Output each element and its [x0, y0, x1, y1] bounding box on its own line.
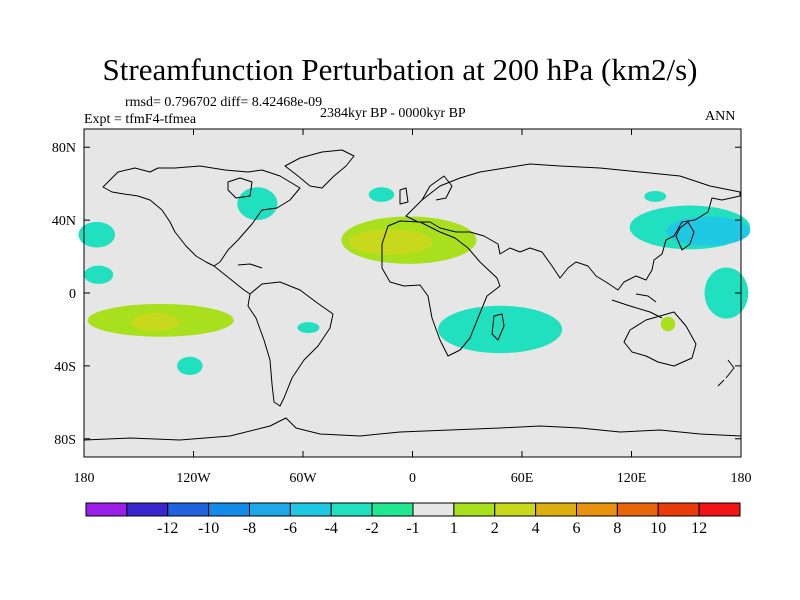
colorbar-bin: [616, 502, 659, 517]
colorbar-label: 10: [650, 520, 666, 537]
anomaly-region-south-pacific-small: [177, 356, 203, 375]
colorbar-bin: [126, 502, 169, 517]
lon-tick-label: 60E: [511, 471, 534, 486]
coastline-hudson-bay: [227, 177, 253, 199]
colorbar-label: -4: [325, 520, 338, 537]
coastline-australia: [623, 311, 697, 367]
colorbar-bin: [576, 502, 618, 517]
anomaly-region-south-pacific-inner: [131, 313, 179, 332]
anomaly-region-japan-small: [644, 190, 667, 202]
colorbar-bin: [167, 502, 210, 517]
coastlines: [83, 149, 742, 441]
anomaly-region-australia: [660, 316, 676, 332]
colorbar-label: -6: [284, 520, 297, 537]
colorbar-bin: [208, 502, 250, 517]
colorbar-label: 2: [491, 520, 499, 537]
lat-tick-label: 0: [69, 287, 76, 302]
anomaly-region-sahara-inner: [348, 229, 433, 255]
plot-title: Streamfunction Perturbation at 200 hPa (…: [102, 52, 698, 87]
colorbar-label: 4: [532, 520, 540, 537]
coastline-britain: [399, 187, 409, 205]
anomaly-region-north-pacific-east: [78, 221, 116, 248]
colorbar-bin: [249, 502, 291, 517]
anomaly-region-south-america-small: [297, 322, 320, 334]
coastline-eurasia: [405, 163, 741, 291]
lon-tick-label: 0: [409, 471, 416, 486]
colorbar: -12 -10 -8 -6 -4 -2 -1 1 2 4 6 8 10 12: [85, 502, 741, 537]
colorbar-label: 6: [573, 520, 581, 537]
coastline-central-america: [213, 265, 251, 295]
colorbar-label: 8: [613, 520, 621, 537]
period-label: 2384kyr BP - 0000kyr BP: [320, 106, 466, 121]
lat-tick-label: 80S: [54, 433, 76, 448]
anomaly-region-northwest-pacific-inner: [666, 216, 751, 246]
colorbar-bin: [85, 502, 128, 517]
colorbar-label: -2: [365, 520, 378, 537]
lon-tick-label: 180: [74, 471, 95, 486]
season-label: ANN: [705, 109, 736, 124]
colorbar-label: -10: [198, 520, 219, 537]
colorbar-bin: [330, 502, 373, 517]
coastline-new-zealand: [717, 359, 735, 387]
colorbar-bin: [657, 502, 700, 517]
colorbar-bin: [453, 502, 496, 517]
coastline-cuba: [237, 263, 263, 269]
colorbar-label: -12: [157, 520, 178, 537]
lat-tick-label: 40N: [52, 214, 76, 229]
coastline-south-america: [247, 281, 334, 407]
colorbar-bin: [535, 502, 577, 517]
anomaly-region-north-atlantic-small: [368, 187, 395, 202]
colorbar-label: 12: [691, 520, 707, 537]
anomaly-region-indian-ocean: [438, 305, 563, 354]
coastline-antarctica: [83, 417, 742, 441]
colorbar-label: -1: [406, 520, 419, 537]
anomaly-region-great-lakes: [237, 187, 278, 221]
coastline-southeast-asia-islands: [611, 293, 663, 319]
lat-tick-label: 80N: [52, 141, 76, 156]
stats-line: rmsd= 0.796702 diff= 8.42468e-09: [125, 95, 323, 110]
coastline-scandinavia: [421, 175, 453, 201]
colorbar-label: 1: [450, 520, 458, 537]
lon-tick-label: 120E: [617, 471, 647, 486]
coastline-japan: [675, 221, 695, 251]
map-axes: 80N 40N 0 40S 80S 180 120W 60W 0 60E 120E 180: [52, 129, 752, 486]
lon-tick-label: 60W: [289, 471, 317, 486]
coastline-north-america: [102, 165, 301, 267]
lon-tick-label: 120W: [176, 471, 211, 486]
anomaly-regions: [78, 187, 751, 375]
colorbar-label: -8: [243, 520, 256, 537]
coastline-africa: [381, 220, 501, 357]
anomaly-region-east-pacific: [704, 267, 749, 319]
colorbar-bin: [412, 502, 455, 517]
experiment-label: Expt = tfmF4-tfmea: [84, 112, 197, 127]
colorbar-bin: [289, 502, 332, 517]
plot-background: [84, 129, 741, 457]
coastline-madagascar: [491, 313, 505, 341]
lon-tick-label: 180: [731, 471, 752, 486]
colorbar-bin: [371, 502, 414, 517]
colorbar-bin: [698, 502, 741, 517]
lat-tick-label: 40S: [54, 360, 76, 375]
coastline-greenland: [284, 149, 355, 189]
colorbar-bin: [494, 502, 537, 517]
anomaly-region-central-pacific-west: [84, 265, 114, 284]
